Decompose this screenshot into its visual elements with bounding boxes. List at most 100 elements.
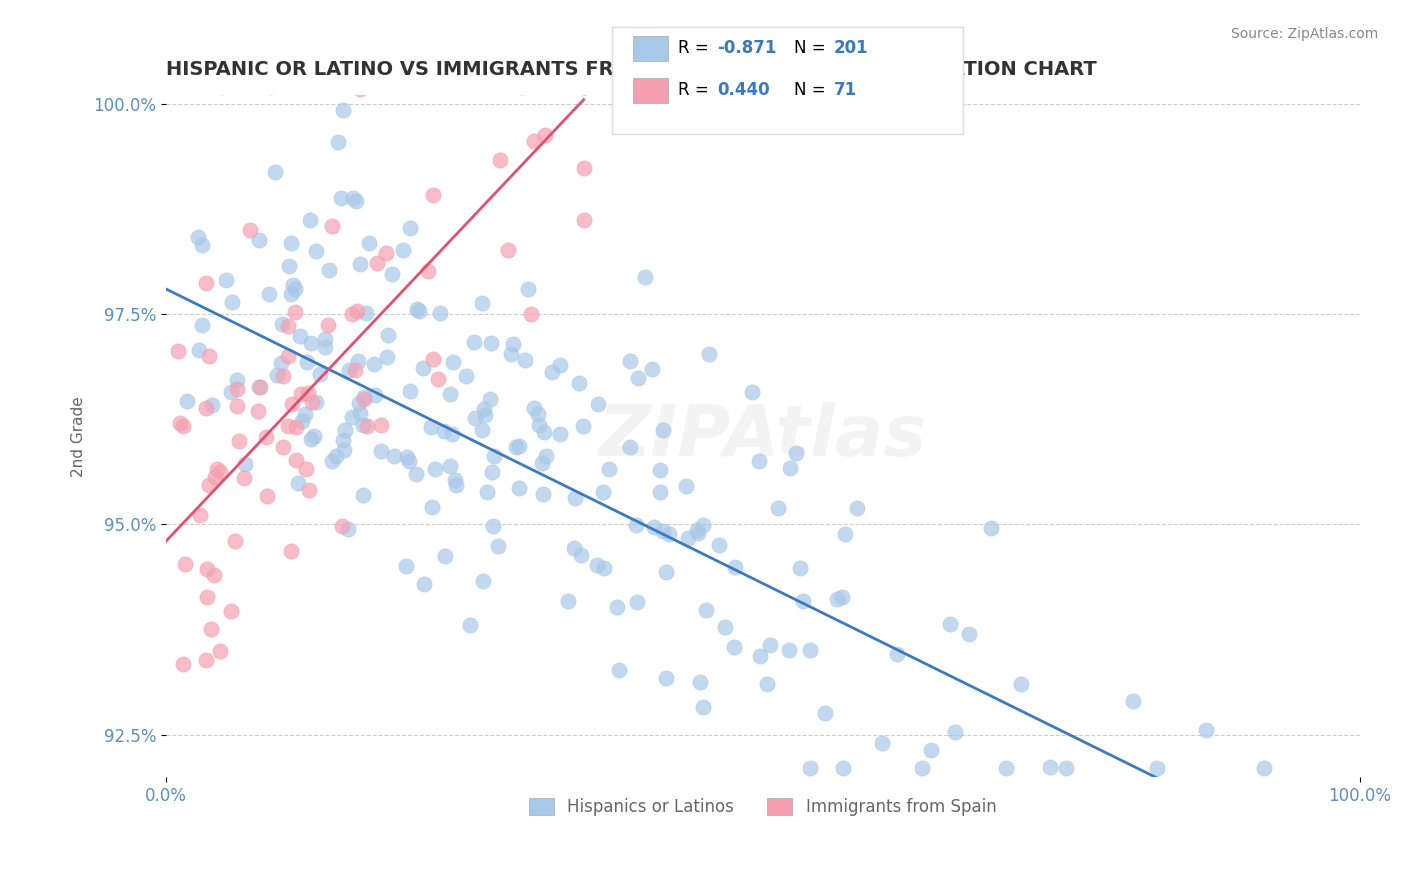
Point — [399, 221, 422, 235]
Point — [1253, 761, 1275, 775]
Point — [569, 549, 592, 563]
Point — [425, 461, 447, 475]
Point — [332, 103, 354, 118]
Point — [271, 441, 294, 455]
Point — [195, 401, 218, 416]
Point — [675, 479, 697, 493]
Point — [335, 423, 357, 437]
Point — [686, 523, 709, 537]
Point — [413, 577, 436, 591]
Point — [188, 508, 211, 523]
Point — [318, 263, 340, 277]
Point — [344, 194, 367, 209]
Point — [478, 392, 501, 406]
Point — [419, 420, 441, 434]
Point — [349, 406, 371, 420]
Point — [420, 500, 443, 514]
Point — [343, 363, 366, 377]
Point — [523, 134, 546, 148]
Point — [481, 465, 503, 479]
Point — [520, 307, 543, 321]
Point — [440, 426, 463, 441]
Point — [238, 223, 260, 237]
Point — [278, 259, 301, 273]
Point — [271, 368, 294, 383]
Point — [778, 643, 800, 657]
Point — [598, 462, 620, 476]
Point — [626, 595, 648, 609]
Point — [277, 349, 299, 363]
Point — [346, 303, 368, 318]
Point — [1122, 694, 1144, 708]
Point — [472, 401, 495, 416]
Point — [713, 620, 735, 634]
Point — [441, 355, 464, 369]
Text: 71: 71 — [834, 81, 856, 99]
Point — [290, 329, 312, 343]
Point — [280, 287, 302, 301]
Point — [321, 454, 343, 468]
Point — [814, 706, 837, 720]
Point — [439, 458, 461, 473]
Point — [531, 487, 554, 501]
Point — [211, 80, 233, 95]
Point — [325, 449, 347, 463]
Point — [392, 243, 415, 257]
Point — [353, 392, 375, 406]
Point — [463, 334, 485, 349]
Text: R =: R = — [678, 81, 714, 99]
Point — [606, 600, 628, 615]
Point — [444, 477, 467, 491]
Point — [534, 128, 557, 143]
Point — [224, 533, 246, 548]
Point — [779, 460, 801, 475]
Point — [201, 398, 224, 412]
Point — [291, 414, 314, 428]
Point — [724, 559, 747, 574]
Point — [458, 618, 481, 632]
Point — [416, 263, 439, 277]
Point — [290, 386, 312, 401]
Point — [508, 439, 530, 453]
Point — [592, 485, 614, 500]
Point — [870, 736, 893, 750]
Point — [695, 602, 717, 616]
Point — [471, 423, 494, 437]
Point — [304, 395, 326, 409]
Point — [264, 164, 287, 178]
Point — [723, 640, 745, 654]
Point — [340, 307, 363, 321]
Point — [299, 335, 322, 350]
Point — [191, 238, 214, 252]
Point — [607, 663, 630, 677]
Point — [943, 724, 966, 739]
Point — [299, 432, 322, 446]
Point — [439, 387, 461, 401]
Point — [349, 257, 371, 271]
Point — [957, 627, 980, 641]
Point — [562, 541, 585, 556]
Point — [939, 616, 962, 631]
Point — [911, 761, 934, 775]
Point — [347, 354, 370, 368]
Point — [692, 517, 714, 532]
Point — [377, 327, 399, 342]
Point — [318, 318, 340, 332]
Point — [330, 191, 353, 205]
Point — [381, 267, 404, 281]
Point — [285, 452, 308, 467]
Point — [266, 368, 288, 382]
Point — [980, 521, 1002, 535]
Point — [643, 520, 665, 534]
Point — [1039, 760, 1062, 774]
Point — [533, 425, 555, 440]
Point — [228, 434, 250, 448]
Point — [652, 524, 675, 539]
Point — [548, 359, 571, 373]
Point — [831, 590, 853, 604]
Point — [337, 362, 360, 376]
Point — [305, 244, 328, 258]
Point — [219, 604, 242, 618]
Point — [464, 410, 486, 425]
Point — [314, 340, 336, 354]
